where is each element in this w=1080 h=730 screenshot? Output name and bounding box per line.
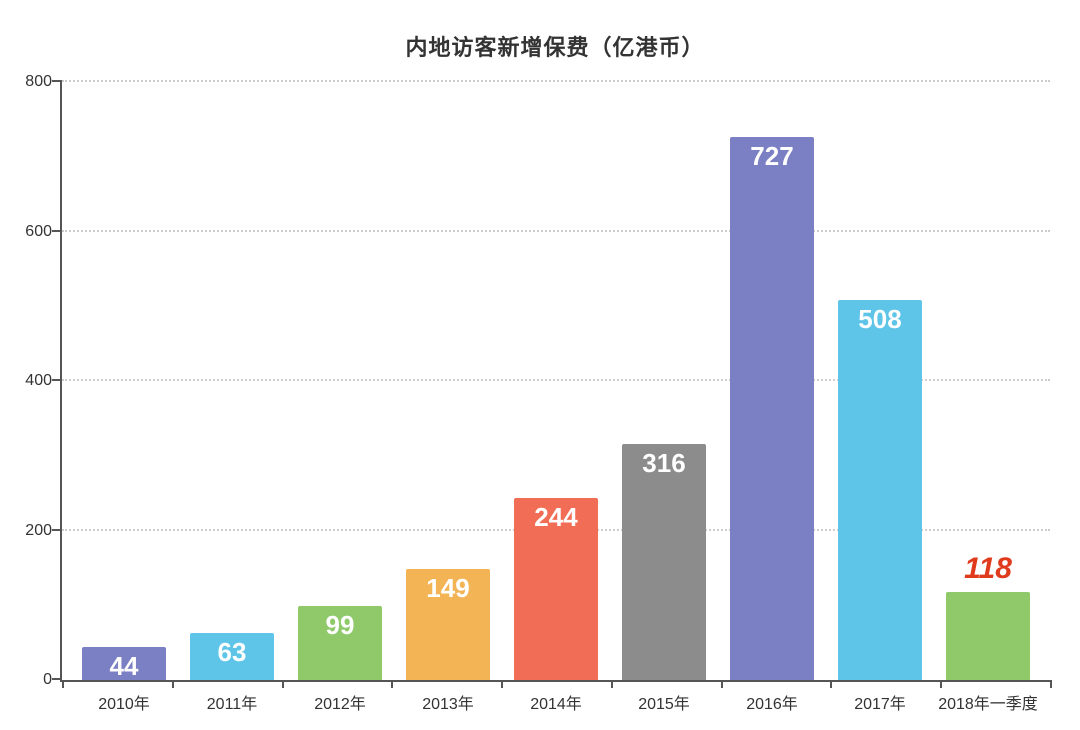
x-tick	[940, 680, 942, 688]
y-axis-label: 400	[12, 372, 52, 390]
bar-slot: 7272016年	[718, 82, 826, 680]
y-tick	[52, 379, 62, 381]
x-tick	[172, 680, 174, 688]
chart-container: 内地访客新增保费（亿港币） 442010年632011年992012年14920…	[0, 0, 1080, 730]
x-axis-label: 2016年	[746, 690, 798, 714]
plot-area: 442010年632011年992012年1492013年2442014年316…	[60, 82, 1050, 682]
x-tick	[62, 680, 64, 688]
bar: 316	[622, 444, 706, 680]
bar-value-label: 63	[190, 637, 274, 668]
bar-slot: 5082017年	[826, 82, 934, 680]
bar: 99	[298, 606, 382, 680]
bar: 508	[838, 300, 922, 680]
chart-title: 内地访客新增保费（亿港币）	[60, 30, 1050, 62]
x-axis-label: 2017年	[854, 690, 906, 714]
y-tick	[52, 80, 62, 82]
x-axis-label: 2010年	[98, 690, 150, 714]
bar-value-label: 99	[298, 610, 382, 641]
bar: 44	[82, 647, 166, 680]
x-tick	[830, 680, 832, 688]
bar-slot: 3162015年	[610, 82, 718, 680]
y-axis-label: 0	[12, 671, 52, 689]
y-axis-label: 800	[12, 73, 52, 91]
x-tick	[1050, 680, 1052, 688]
x-axis-label: 2015年	[638, 690, 690, 714]
bar-slot: 632011年	[178, 82, 286, 680]
bars-group: 442010年632011年992012年1492013年2442014年316…	[62, 82, 1050, 680]
x-tick	[611, 680, 613, 688]
x-axis-label: 2013年	[422, 690, 474, 714]
y-axis-label: 200	[12, 522, 52, 540]
bar-value-label: 244	[514, 502, 598, 533]
bar: 63	[190, 633, 274, 680]
bar-value-label: 508	[838, 304, 922, 335]
y-axis-label: 600	[12, 223, 52, 241]
bar-value-label: 727	[730, 141, 814, 172]
x-tick	[721, 680, 723, 688]
bar-slot: 992012年	[286, 82, 394, 680]
bar-slot: 1182018年一季度	[934, 82, 1042, 680]
bar-value-label: 44	[82, 651, 166, 682]
bar: 118	[946, 592, 1030, 680]
x-axis-label: 2014年	[530, 690, 582, 714]
y-tick	[52, 678, 62, 680]
y-tick	[52, 529, 62, 531]
x-tick	[501, 680, 503, 688]
x-tick	[391, 680, 393, 688]
bar-slot: 442010年	[70, 82, 178, 680]
bar-value-label: 149	[406, 573, 490, 604]
bar: 149	[406, 569, 490, 680]
bar: 244	[514, 498, 598, 680]
x-axis-label: 2012年	[314, 690, 366, 714]
y-tick	[52, 230, 62, 232]
bar: 727	[730, 137, 814, 680]
bar-value-label: 118	[946, 552, 1030, 586]
x-axis-label: 2018年一季度	[938, 690, 1038, 714]
x-axis-label: 2011年	[207, 690, 257, 714]
bar-slot: 1492013年	[394, 82, 502, 680]
bar-value-label: 316	[622, 448, 706, 479]
x-tick	[282, 680, 284, 688]
bar-slot: 2442014年	[502, 82, 610, 680]
